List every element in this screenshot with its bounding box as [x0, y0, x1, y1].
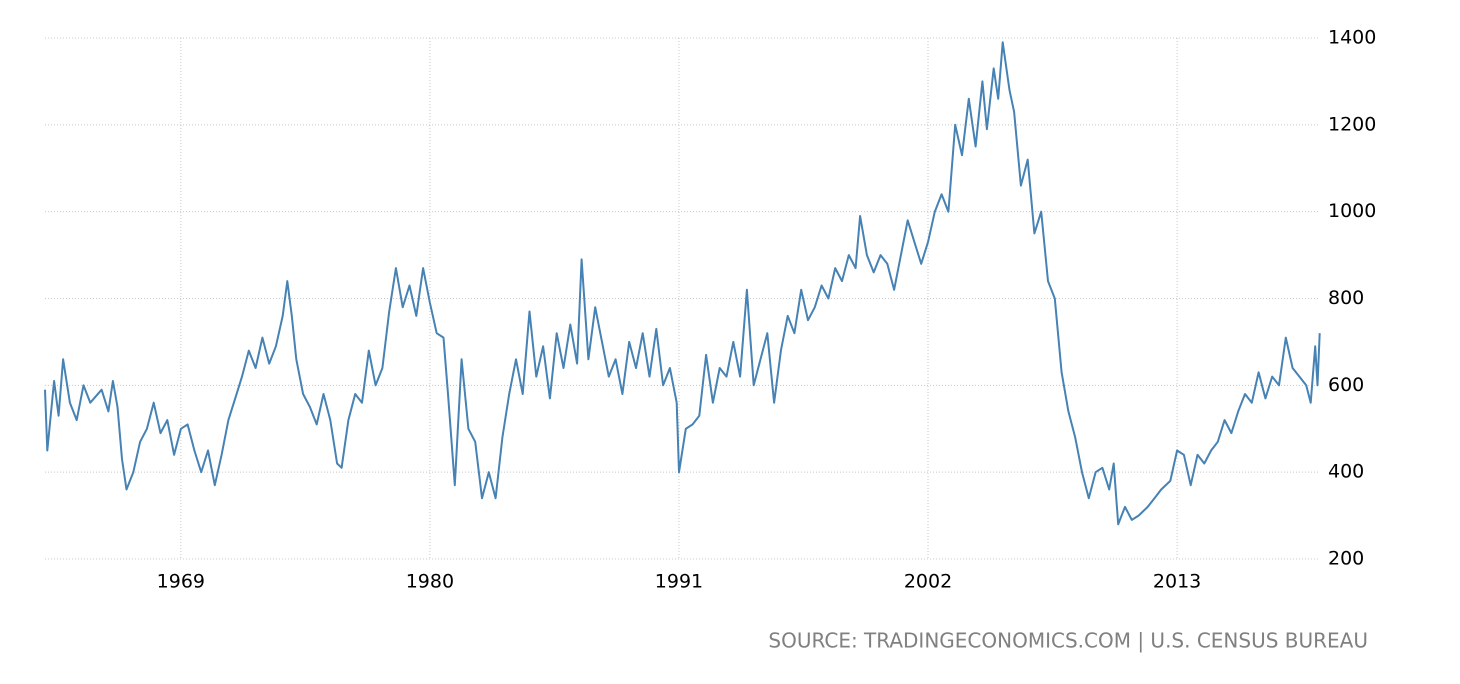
x-tick-label: 1980: [406, 571, 454, 593]
y-tick-label: 600: [1328, 374, 1364, 396]
data-line: [44, 41, 1321, 526]
x-tick-label: 2002: [904, 571, 952, 593]
y-tick-label: 1400: [1328, 27, 1376, 49]
y-tick-label: 1200: [1328, 113, 1376, 135]
x-tick-label: 2013: [1153, 571, 1201, 593]
y-tick-label: 800: [1328, 287, 1364, 309]
y-tick-label: 200: [1328, 548, 1364, 570]
source: SOURCE: TRADINGECONOMICS.COM | U.S. CENS…: [768, 629, 1368, 653]
x-tick-label: 1991: [655, 571, 703, 593]
y-tick-label: 400: [1328, 461, 1364, 483]
x-tick-label: 1969: [157, 571, 205, 593]
y-tick-label: 1000: [1328, 200, 1376, 222]
